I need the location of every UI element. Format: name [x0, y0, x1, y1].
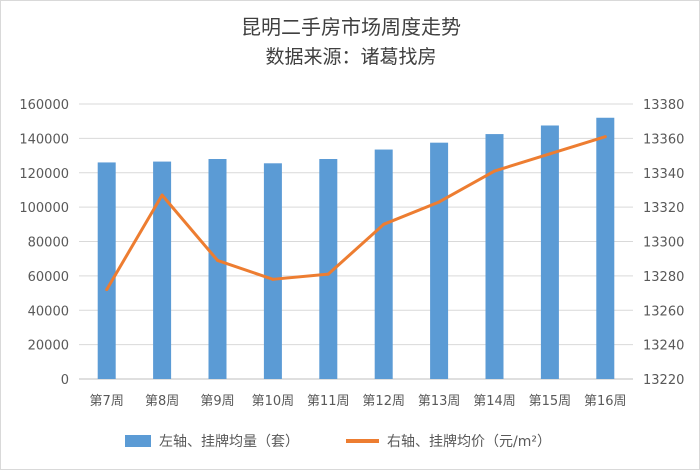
bar — [596, 117, 615, 379]
right-axis-ticks: 13220 13240 13260 13280 13300 13320 13340 13360… — [643, 98, 684, 388]
legend-bar-label: 左轴、挂牌均量（套） — [159, 433, 299, 450]
line-point — [271, 277, 275, 281]
chart-subtitle: 数据来源：诸葛找房 — [265, 46, 437, 68]
bar — [263, 163, 282, 379]
left-tick-label: 0 — [61, 373, 69, 388]
right-tick-label: 13320 — [643, 201, 684, 216]
right-tick-label: 13280 — [643, 270, 684, 285]
price-line — [105, 135, 606, 291]
x-tick-label: 第12周 — [362, 394, 405, 409]
line-point — [603, 135, 607, 139]
line-point — [382, 222, 386, 226]
line-point — [105, 288, 109, 292]
x-tick-label: 第16周 — [584, 394, 627, 409]
left-tick-label: 160000 — [19, 98, 69, 113]
bar — [97, 162, 116, 379]
bar — [374, 149, 393, 379]
chart-title: 昆明二手房市场周度走势 — [241, 15, 461, 39]
bar — [208, 159, 227, 379]
x-tick-label: 第7周 — [90, 394, 124, 409]
left-tick-label: 60000 — [28, 270, 69, 285]
legend-line-label: 右轴、挂牌均价（元/m²） — [387, 433, 551, 450]
left-tick-label: 140000 — [19, 132, 69, 147]
line-point — [326, 272, 330, 276]
left-tick-label: 40000 — [28, 304, 69, 319]
x-tick-label: 第13周 — [418, 394, 461, 409]
right-tick-label: 13340 — [643, 167, 684, 182]
left-tick-label: 20000 — [28, 339, 69, 354]
x-tick-label: 第10周 — [252, 394, 295, 409]
right-tick-label: 13300 — [643, 236, 684, 251]
x-axis-ticks: 第7周 第8周 第9周 第10周 第11周 第12周 第13周 第14周 第15周 第16周 — [90, 394, 627, 409]
x-tick-label: 第9周 — [200, 394, 234, 409]
bar — [430, 142, 449, 379]
line-point — [493, 169, 496, 173]
legend-bar-swatch — [125, 435, 151, 447]
right-tick-label: 13260 — [643, 304, 684, 319]
left-tick-label: 100000 — [19, 201, 69, 216]
x-tick-label: 第14周 — [473, 394, 516, 409]
bar — [153, 161, 172, 379]
left-axis-ticks: 0 20000 40000 60000 80000 100000 120000 140000 1… — [19, 98, 69, 388]
line-point — [160, 193, 164, 197]
x-tick-label: 第8周 — [145, 394, 179, 409]
bar-series — [97, 117, 615, 379]
right-tick-label: 13380 — [643, 98, 684, 113]
line-series — [105, 135, 607, 292]
right-tick-label: 13240 — [643, 339, 684, 354]
bar — [485, 134, 504, 379]
line-point — [437, 200, 441, 204]
bar — [540, 125, 559, 379]
bar — [319, 159, 338, 379]
line-point — [216, 258, 219, 262]
right-tick-label: 13220 — [643, 373, 684, 388]
left-tick-label: 80000 — [28, 236, 69, 251]
legend: 左轴、挂牌均量（套） 右轴、挂牌均价（元/m²） — [125, 433, 551, 450]
right-tick-label: 13360 — [643, 132, 684, 147]
left-tick-label: 120000 — [19, 167, 69, 182]
x-tick-label: 第11周 — [307, 394, 350, 409]
line-point — [548, 152, 552, 156]
x-tick-label: 第15周 — [529, 394, 572, 409]
